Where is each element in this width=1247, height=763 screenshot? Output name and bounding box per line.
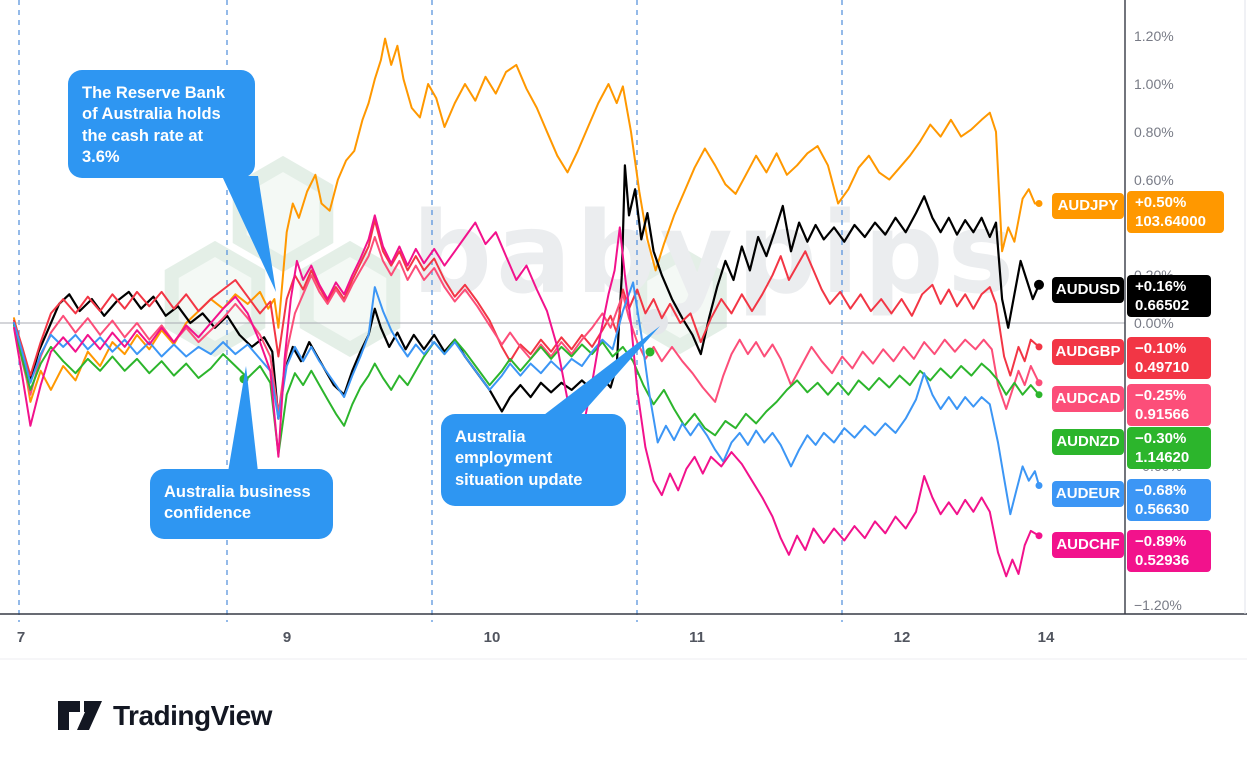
callout-tail: [540, 326, 660, 418]
price-value-badge-AUDNZD: −0.30% 1.14620: [1127, 427, 1211, 469]
last-price-AUDNZD: 1.14620: [1135, 449, 1190, 466]
y-axis-label: 0.80%: [1134, 123, 1174, 140]
tradingview-mark-icon: [58, 701, 102, 730]
price-value-badge-AUDGBP: −0.10% 0.49710: [1127, 337, 1211, 379]
price-value-badge-AUDCHF: −0.89% 0.52936: [1127, 530, 1211, 572]
series-last-dot-AUDCAD: [1035, 379, 1043, 387]
chart-canvas[interactable]: babypips: [0, 0, 1247, 660]
price-value-badge-AUDUSD: +0.16% 0.66502: [1127, 275, 1211, 317]
pair-name-badge-AUDUSD: AUDUSD: [1052, 277, 1124, 303]
callout-business-confidence: Australia business confidence: [150, 469, 333, 539]
pair-name-badge-AUDCAD: AUDCAD: [1052, 386, 1124, 412]
last-price-AUDCHF: 0.52936: [1135, 552, 1190, 569]
change-percent-AUDGBP: −0.10%: [1135, 340, 1187, 357]
callout-business-text: Australia business confidence: [164, 483, 311, 523]
x-axis-label: 9: [282, 629, 292, 646]
series-last-dot-AUDCHF: [1035, 532, 1043, 540]
price-value-badge-AUDCAD: −0.25% 0.91566: [1127, 384, 1211, 426]
y-axis-label: 0.00%: [1134, 315, 1174, 331]
pair-name-badge-AUDEUR: AUDEUR: [1052, 481, 1124, 507]
change-percent-AUDJPY: +0.50%: [1135, 194, 1187, 211]
change-percent-AUDCHF: −0.89%: [1135, 533, 1187, 550]
change-percent-AUDUSD: +0.16%: [1135, 278, 1187, 295]
pair-name-badge-AUDGBP: AUDGBP: [1052, 339, 1124, 365]
y-axis-label: 0.60%: [1134, 171, 1174, 188]
x-axis-label: 11: [689, 629, 705, 646]
last-price-AUDGBP: 0.49710: [1135, 359, 1190, 376]
x-axis-label: 10: [483, 629, 501, 646]
watermark-text: babypips: [412, 189, 1018, 319]
watermark-hexagon-icon: [299, 240, 401, 358]
series-last-dot-AUDNZD: [1035, 391, 1043, 399]
x-axis-label: 14: [1037, 629, 1055, 646]
change-percent-AUDNZD: −0.30%: [1135, 430, 1187, 447]
series-line-AUDCAD: [13, 236, 1040, 415]
y-axis-label: 1.20%: [1134, 28, 1174, 45]
series-line-AUDNZD: [13, 324, 1040, 456]
watermark-hexagon-icon: [164, 240, 266, 358]
last-price-AUDJPY: 103.64000: [1135, 213, 1206, 230]
change-percent-AUDEUR: −0.68%: [1135, 482, 1187, 499]
callout-employment-update: Australia employment situation update: [441, 414, 626, 506]
series-line-AUDUSD: [12, 164, 1041, 420]
callout-tail: [222, 176, 276, 292]
last-price-AUDCAD: 0.91566: [1135, 406, 1190, 423]
series-line-AUDEUR: [13, 281, 1040, 516]
x-axis-label: 7: [16, 629, 26, 646]
price-value-badge-AUDJPY: +0.50% 103.64000: [1127, 191, 1224, 233]
series-last-dot-AUDEUR: [1035, 482, 1043, 490]
tradingview-logo[interactable]: TradingView: [57, 698, 272, 734]
last-price-AUDEUR: 0.56630: [1135, 501, 1190, 518]
pair-name-badge-AUDJPY: AUDJPY: [1052, 193, 1124, 219]
series-line-AUDGBP: [13, 219, 1040, 377]
callout-rba-text: The Reserve Bank of Australia holds the …: [82, 84, 226, 167]
callout-rba-cash-rate: The Reserve Bank of Australia holds the …: [68, 70, 255, 178]
series-last-dot-AUDGBP: [1035, 343, 1043, 351]
callout-employment-text: Australia employment situation update: [455, 428, 583, 489]
pair-name-badge-AUDNZD: AUDNZD: [1052, 429, 1124, 455]
last-price-AUDUSD: 0.66502: [1135, 297, 1190, 314]
x-axis-label: 12: [893, 629, 911, 646]
series-last-dot-AUDJPY: [1035, 200, 1043, 207]
y-axis-label: −1.20%: [1134, 597, 1182, 613]
pair-name-badge-AUDCHF: AUDCHF: [1052, 532, 1124, 558]
change-percent-AUDCAD: −0.25%: [1135, 387, 1187, 404]
event-marker-dot: [645, 347, 655, 357]
series-last-dot-AUDUSD: [1034, 279, 1044, 290]
y-axis-label: 1.00%: [1134, 76, 1174, 92]
callout-tail: [228, 366, 258, 472]
tradingview-logo-text: TradingView: [113, 700, 272, 731]
price-value-badge-AUDEUR: −0.68% 0.56630: [1127, 479, 1211, 521]
